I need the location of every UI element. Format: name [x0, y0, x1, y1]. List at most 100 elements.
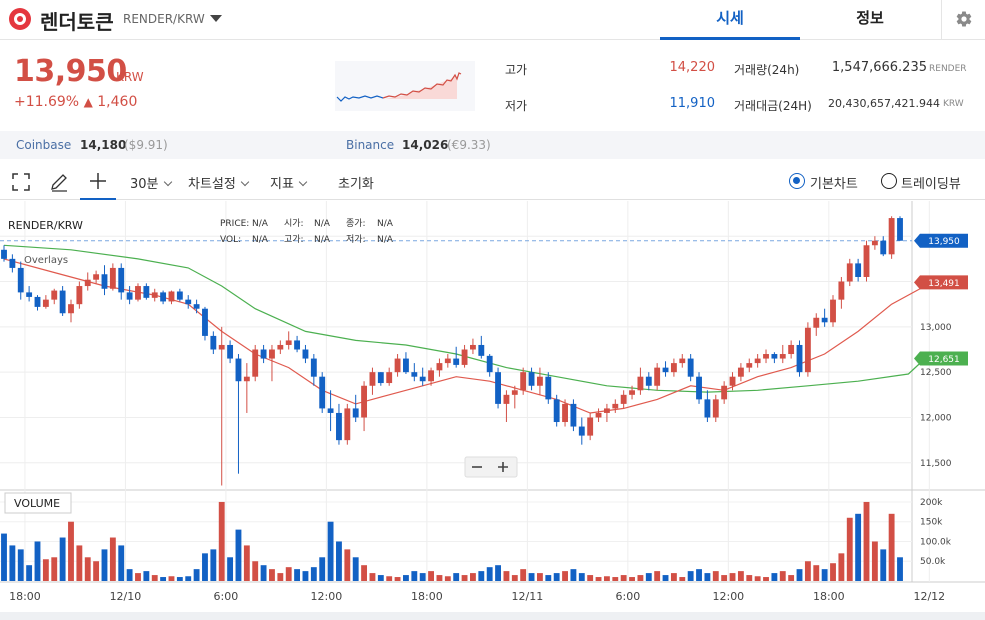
candle-body — [503, 394, 510, 404]
legend-high-label: 고가: — [284, 234, 304, 245]
legend-price-label: PRICE: — [220, 219, 249, 229]
time-tick-label: 6:00 — [615, 590, 640, 603]
candle-body — [645, 376, 652, 386]
volume-bar — [394, 577, 401, 581]
volume-bar — [470, 573, 476, 581]
volume-unit: RENDER — [929, 64, 967, 74]
volume-bar — [629, 577, 635, 581]
volume-bar — [796, 569, 803, 581]
chevron-down-icon — [240, 177, 250, 187]
volume-bar — [570, 569, 577, 581]
legend-vol-label: VOL: — [220, 235, 241, 245]
candle-body — [629, 390, 635, 395]
candle-body — [888, 218, 895, 255]
price-tag-shape — [914, 351, 968, 366]
radio-basic-chart[interactable] — [789, 173, 805, 189]
candle-body — [612, 403, 619, 409]
radio-tradingview-label[interactable]: 트레이딩뷰 — [901, 177, 961, 192]
candle-body — [821, 317, 828, 323]
candle-body — [361, 385, 368, 418]
candle-body — [536, 376, 543, 386]
volume-bar — [235, 529, 242, 581]
radio-tradingview[interactable] — [881, 173, 897, 189]
volume-bar — [294, 569, 301, 581]
candle-body — [578, 426, 585, 436]
time-tick-label: 12/11 — [512, 590, 544, 603]
candle-body — [620, 394, 627, 404]
candle-body — [486, 355, 493, 373]
current-price: 13,950 — [14, 54, 127, 89]
candle-body — [285, 340, 292, 345]
volume-bar — [788, 575, 795, 581]
overlays-label[interactable]: Overlays — [24, 255, 68, 266]
candle-body — [202, 308, 208, 336]
crosshair-icon — [90, 173, 106, 189]
candle-body — [277, 344, 284, 350]
volume-bar — [118, 545, 125, 581]
zoom-in-button[interactable] — [498, 462, 508, 472]
indicators-dropdown[interactable]: 지표 — [270, 173, 308, 192]
volume-bar — [897, 557, 903, 581]
interval-label: 30분 — [130, 177, 159, 192]
volume-bar — [520, 569, 527, 581]
coin-name[interactable]: 렌더토큰 — [40, 10, 114, 34]
chart-settings-dropdown[interactable]: 차트설정 — [188, 173, 250, 192]
candle-body — [436, 363, 443, 371]
volume-panel-label: VOLUME — [14, 497, 60, 510]
candle-body — [595, 412, 602, 418]
volume-bar — [763, 577, 769, 581]
bottom-scrollbar[interactable] — [0, 612, 985, 620]
high-value: 14,220 — [669, 60, 716, 75]
price-chart[interactable]: 11,500 12,000 12,500 13,000 50.0k 100.0k 150k 2… — [0, 201, 985, 612]
candle-body — [34, 296, 41, 307]
interval-dropdown[interactable]: 30분 — [130, 173, 172, 192]
volume-bar — [26, 565, 33, 581]
volume-bar — [151, 575, 158, 581]
volume-bar — [704, 573, 711, 581]
volume-bar — [9, 545, 16, 581]
candle-body — [302, 349, 309, 359]
time-tick-label: 12/12 — [913, 590, 945, 603]
chart-toolbar: 30분 차트설정 지표 초기화 기본차트 트레이딩뷰 — [0, 163, 985, 200]
reset-button[interactable]: 초기화 — [338, 177, 374, 192]
candle-body — [369, 372, 376, 386]
volume-bar — [453, 573, 460, 581]
radio-basic-chart-label[interactable]: 기본차트 — [810, 177, 858, 192]
time-tick-label: 12:00 — [712, 590, 744, 603]
volume-bar — [754, 576, 761, 581]
volume-bar — [143, 571, 150, 581]
volume-bar — [712, 571, 719, 581]
volume-bar — [109, 537, 116, 581]
pencil-icon[interactable] — [49, 172, 69, 192]
candle-body — [252, 349, 259, 377]
low-value: 11,910 — [669, 96, 716, 111]
coin-dropdown-arrow-icon[interactable] — [210, 15, 222, 22]
tab-info[interactable]: 정보 — [856, 9, 884, 27]
candle-body — [310, 358, 317, 377]
settings-button[interactable] — [941, 0, 985, 40]
volume-bar — [813, 565, 820, 581]
tab-price[interactable]: 시세 — [660, 0, 800, 40]
candle-body — [394, 358, 401, 373]
volume-bar — [411, 571, 418, 581]
coin-pair: RENDER/KRW — [123, 12, 205, 26]
volume-bar — [227, 557, 234, 581]
legend-close-val: N/A — [377, 219, 394, 229]
exchange-coinbase-price: 14,180 — [80, 138, 127, 152]
fullscreen-icon[interactable] — [12, 173, 30, 191]
candle-body — [294, 340, 301, 350]
candle-body — [788, 344, 795, 355]
volume-tick-label: 200k — [920, 498, 943, 508]
candle-body — [185, 299, 192, 305]
volume-bar — [310, 567, 317, 581]
crosshair-tool[interactable] — [80, 163, 116, 200]
legend-low-val: N/A — [377, 235, 394, 245]
candle-body — [84, 279, 91, 287]
volume-bar — [84, 557, 91, 581]
volume-bar — [260, 565, 267, 581]
volume-bar — [436, 575, 443, 581]
candle-body — [344, 408, 351, 441]
candle-body — [562, 403, 568, 423]
volume-bar — [746, 575, 753, 581]
plus-icon — [498, 462, 508, 472]
